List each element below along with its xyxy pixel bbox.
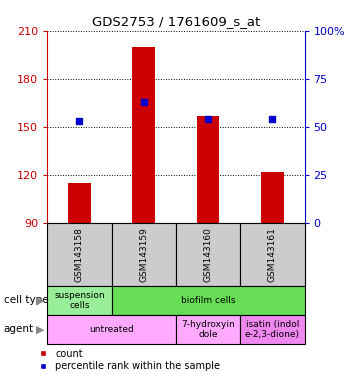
Text: suspension
cells: suspension cells [54,291,105,310]
Text: GSM143160: GSM143160 [204,227,212,282]
Text: ▶: ▶ [36,295,44,306]
Text: ▶: ▶ [36,324,44,334]
Bar [176,223,240,286]
Legend: count, percentile rank within the sample: count, percentile rank within the sample [33,349,220,371]
Bar [47,223,112,286]
Text: GSM143158: GSM143158 [75,227,84,282]
Text: GSM143161: GSM143161 [268,227,277,282]
Bar [261,172,284,223]
Text: cell type: cell type [4,295,48,306]
Title: GDS2753 / 1761609_s_at: GDS2753 / 1761609_s_at [92,15,260,28]
Bar [197,116,219,223]
Text: biofilm cells: biofilm cells [181,296,235,305]
Bar [240,223,304,286]
Bar [240,315,304,344]
Text: isatin (indol
e-2,3-dione): isatin (indol e-2,3-dione) [245,319,300,339]
Bar [132,47,155,223]
Bar [68,183,91,223]
Text: untreated: untreated [89,325,134,334]
Bar [112,223,176,286]
Bar [47,286,112,315]
Bar [112,286,304,315]
Bar [47,315,176,344]
Bar [176,315,240,344]
Text: 7-hydroxyin
dole: 7-hydroxyin dole [181,319,235,339]
Text: agent: agent [4,324,34,334]
Text: GSM143159: GSM143159 [139,227,148,282]
